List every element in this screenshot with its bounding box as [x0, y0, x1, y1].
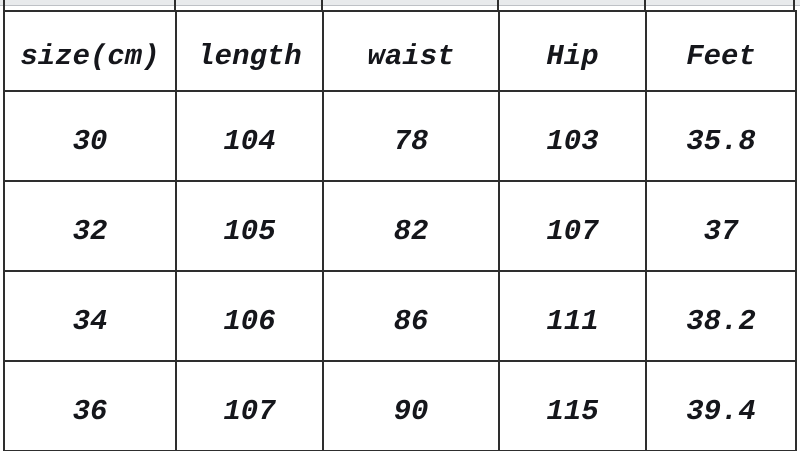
table-cell: 39.4 — [645, 360, 797, 451]
table-cell: 78 — [322, 90, 500, 182]
table-cell: 37 — [645, 180, 797, 272]
table-cell: 36 — [3, 360, 177, 451]
table-row: 34 106 86 111 38.2 — [3, 270, 797, 362]
table-row: 30 104 78 103 35.8 — [3, 90, 797, 182]
table-cell: 115 — [498, 360, 647, 451]
column-header-waist: waist — [322, 10, 500, 92]
table-row: 36 107 90 115 39.4 — [3, 360, 797, 451]
table-cell: 107 — [498, 180, 647, 272]
table-cell: 30 — [3, 90, 177, 182]
table-cell: 82 — [322, 180, 500, 272]
table-cell: 111 — [498, 270, 647, 362]
column-header-feet: Feet — [645, 10, 797, 92]
table-cell: 86 — [322, 270, 500, 362]
header-row: size(cm) length waist Hip Feet — [3, 10, 797, 92]
grid-tick — [793, 0, 795, 11]
table-cell: 90 — [322, 360, 500, 451]
table-row: 32 105 82 107 37 — [3, 180, 797, 272]
table-cell: 107 — [175, 360, 324, 451]
grid-tick — [174, 0, 176, 11]
table-cell: 105 — [175, 180, 324, 272]
column-header-hip: Hip — [498, 10, 647, 92]
table-cell: 35.8 — [645, 90, 797, 182]
grid-tick — [3, 0, 5, 11]
table-cell: 106 — [175, 270, 324, 362]
size-chart-table: size(cm) length waist Hip Feet 30 104 78… — [3, 10, 797, 451]
table-cell: 103 — [498, 90, 647, 182]
column-header-length: length — [175, 10, 324, 92]
table-cell: 38.2 — [645, 270, 797, 362]
grid-tick — [497, 0, 499, 11]
column-header-size: size(cm) — [3, 10, 177, 92]
grid-tick — [321, 0, 323, 11]
table-cell: 32 — [3, 180, 177, 272]
spreadsheet-row-remnant — [0, 0, 800, 6]
grid-tick — [644, 0, 646, 11]
table-cell: 34 — [3, 270, 177, 362]
table-cell: 104 — [175, 90, 324, 182]
